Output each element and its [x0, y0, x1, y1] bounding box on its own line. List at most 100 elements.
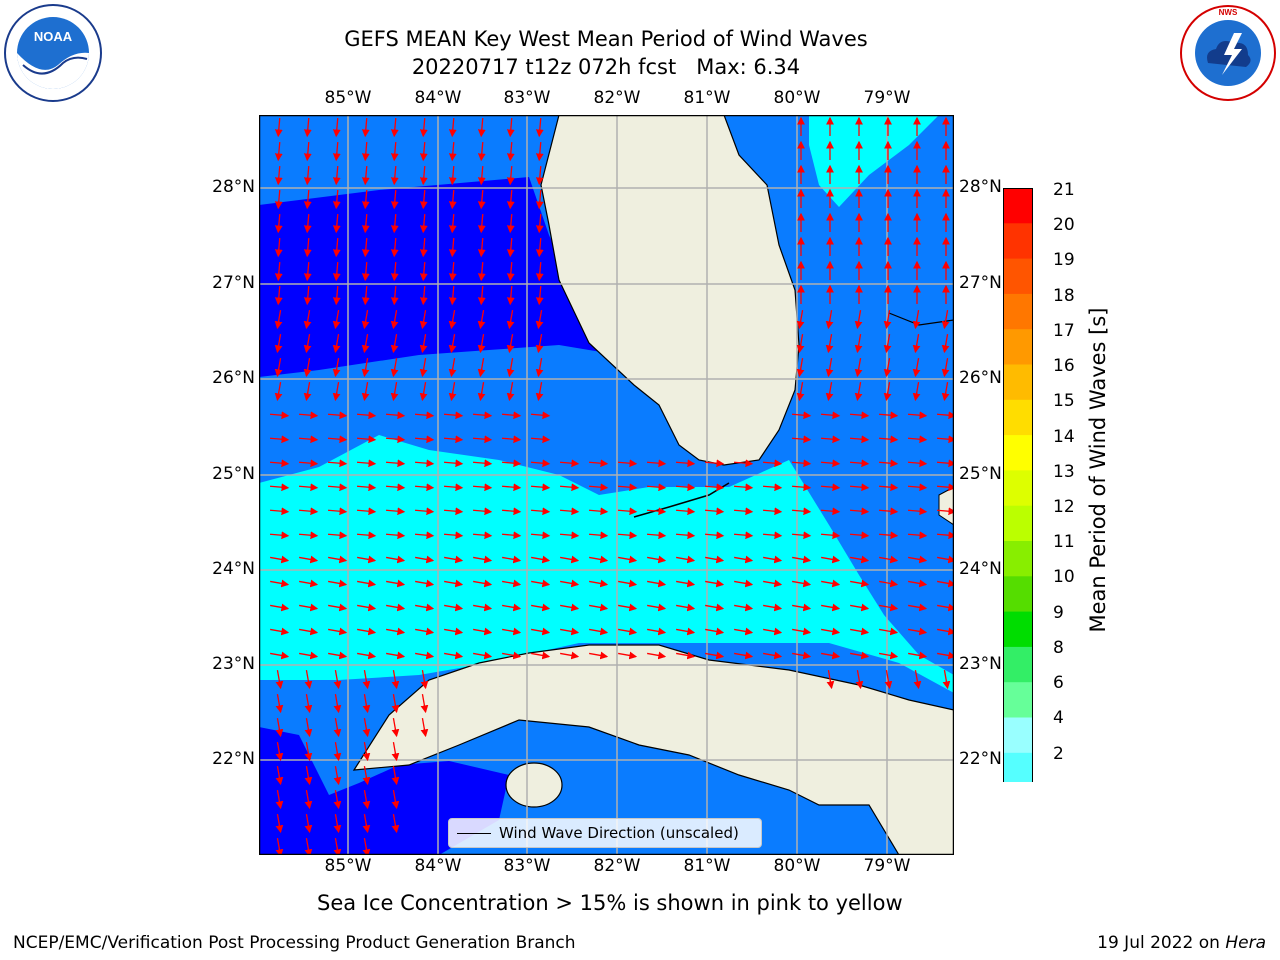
wind-wave-arrow	[414, 507, 435, 516]
colorbar-segment	[1003, 717, 1033, 754]
wind-wave-arrow	[908, 579, 928, 588]
wind-wave-arrow	[390, 117, 399, 138]
wind-wave-arrow	[588, 507, 609, 516]
wind-wave-arrow	[443, 435, 464, 444]
wind-wave-arrow	[618, 603, 638, 612]
wind-wave-arrow	[356, 459, 377, 468]
wind-wave-arrow	[269, 531, 290, 540]
wind-wave-arrow	[936, 483, 957, 492]
wind-wave-arrow	[878, 411, 899, 420]
wind-wave-arrow	[535, 310, 544, 330]
wind-wave-arrow	[356, 483, 377, 492]
wind-wave-arrow	[332, 213, 341, 234]
wind-wave-arrow	[357, 555, 377, 564]
wind-wave-arrow	[415, 555, 435, 564]
colorbar-tick-label: 21	[1053, 180, 1075, 200]
lon-tick-top: 82°W	[593, 88, 641, 108]
wind-wave-arrow	[477, 310, 486, 330]
wind-wave-arrow	[448, 358, 457, 378]
wind-wave-arrow	[535, 117, 544, 138]
wind-wave-arrow	[472, 531, 493, 540]
colorbar-segment	[1003, 576, 1033, 613]
wind-wave-arrow	[506, 310, 515, 330]
wind-wave-arrow	[419, 165, 428, 186]
wind-wave-arrow	[907, 483, 928, 492]
wind-wave-arrow	[820, 507, 841, 516]
colorbar-tick-label: 6	[1053, 673, 1064, 693]
wind-wave-arrow	[477, 334, 486, 354]
wind-wave-arrow	[937, 603, 957, 612]
wind-wave-arrow	[559, 531, 580, 540]
wind-wave-arrow	[530, 459, 551, 468]
wind-wave-arrow	[535, 237, 544, 258]
wind-wave-arrow	[472, 435, 493, 444]
wind-wave-arrow	[269, 483, 290, 492]
wind-wave-arrow	[328, 579, 348, 588]
ice-note: Sea Ice Concentration > 15% is shown in …	[317, 891, 903, 915]
wind-wave-arrow	[333, 766, 342, 786]
wind-wave-arrow	[907, 459, 928, 468]
lat-tick-left: 27°N	[212, 273, 255, 293]
wind-wave-arrow	[390, 310, 399, 330]
wind-wave-arrow	[849, 507, 870, 516]
wind-wave-arrow	[762, 483, 783, 492]
colorbar-tick-label: 9	[1053, 603, 1064, 623]
lon-tick-bottom: 84°W	[414, 856, 462, 876]
wind-wave-arrow	[361, 165, 370, 186]
wind-wave-arrow	[357, 603, 377, 612]
wind-wave-arrow	[419, 213, 428, 234]
wind-wave-arrow	[937, 651, 957, 660]
wind-wave-arrow	[269, 435, 290, 444]
wind-wave-arrow	[912, 310, 921, 330]
wind-wave-arrow	[304, 718, 313, 738]
wind-wave-arrow	[676, 627, 696, 636]
wind-wave-arrow	[274, 189, 283, 210]
wind-wave-arrow	[361, 261, 370, 282]
wind-wave-arrow	[796, 310, 805, 330]
wind-wave-arrow	[362, 814, 371, 834]
wind-wave-arrow	[328, 603, 348, 612]
wind-wave-arrow	[304, 670, 313, 690]
wind-wave-arrow	[763, 555, 783, 564]
wind-wave-arrow	[883, 358, 892, 378]
wind-wave-arrow	[419, 261, 428, 282]
wind-wave-arrow	[477, 237, 486, 258]
wind-wave-arrow	[448, 261, 457, 282]
wind-wave-arrow	[473, 651, 493, 660]
wind-wave-arrow	[390, 213, 399, 234]
legend-label: Wind Wave Direction (unscaled)	[499, 824, 739, 842]
wind-wave-arrow	[332, 310, 341, 330]
wind-wave-arrow	[332, 117, 341, 138]
wind-wave-arrow	[415, 603, 435, 612]
wind-wave-arrow	[763, 603, 783, 612]
wind-wave-arrow	[941, 334, 950, 354]
wind-wave-arrow	[357, 579, 377, 588]
wind-wave-arrow	[361, 213, 370, 234]
wind-wave-arrow	[878, 531, 899, 540]
wind-wave-arrow	[879, 555, 899, 564]
wind-wave-arrow	[502, 627, 522, 636]
wind-wave-arrow	[385, 483, 406, 492]
wind-wave-arrow	[762, 459, 783, 468]
wind-wave-arrow	[333, 814, 342, 834]
wind-wave-arrow	[303, 189, 312, 210]
colorbar-segment	[1003, 646, 1033, 683]
wind-wave-arrow	[477, 285, 486, 306]
wind-wave-arrow	[357, 651, 377, 660]
wind-wave-arrow	[850, 627, 870, 636]
wind-wave-arrow	[907, 411, 928, 420]
wind-wave-arrow	[448, 382, 457, 402]
wind-wave-arrow	[444, 603, 464, 612]
wind-wave-arrow	[588, 459, 609, 468]
wind-wave-arrow	[734, 555, 754, 564]
wind-wave-arrow	[443, 507, 464, 516]
wind-wave-arrow	[734, 651, 754, 660]
lon-tick-bottom: 85°W	[324, 856, 372, 876]
wind-wave-arrow	[444, 555, 464, 564]
wind-wave-arrow	[444, 579, 464, 588]
wind-wave-arrow	[303, 117, 312, 138]
wind-wave-arrow	[854, 310, 863, 330]
wind-wave-arrow	[274, 334, 283, 354]
wind-wave-arrow	[448, 189, 457, 210]
wind-wave-arrow	[535, 358, 544, 378]
